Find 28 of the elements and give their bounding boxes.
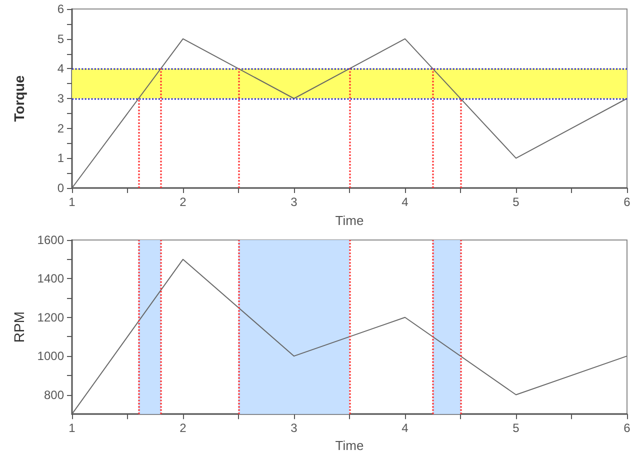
x-tick-label: 4: [402, 195, 409, 209]
y-tick-label: 1600: [37, 233, 64, 247]
y-tick-label: 3: [57, 92, 64, 106]
y-tick-label: 1: [57, 151, 64, 166]
x-tick-label: 3: [290, 195, 298, 209]
x-axis-title: Time: [335, 213, 364, 228]
x-tick-label: 1: [68, 195, 76, 209]
x-axis-title: Time: [335, 438, 364, 453]
x-tick-label: 6: [624, 421, 631, 436]
y-tick-label: 0: [57, 181, 64, 195]
y-tick-label: 1000: [37, 349, 64, 364]
y-tick-label: 2: [57, 121, 64, 136]
x-tick-label: 1: [68, 421, 76, 436]
x-tick-label: 5: [512, 195, 520, 209]
x-tick-label: 5: [512, 421, 520, 436]
x-tick-label: 3: [290, 421, 298, 436]
y-tick-label: 1400: [37, 272, 64, 286]
y-tick-label: 800: [44, 388, 64, 402]
x-tick-label: 4: [402, 421, 409, 436]
y-axis-title: Torque: [11, 75, 27, 122]
y-tick-label: 6: [57, 2, 64, 16]
x-tick-label: 6: [624, 195, 631, 209]
x-tick-label: 2: [180, 195, 187, 209]
y-tick-label: 1200: [37, 310, 64, 324]
y-tick-label: 4: [57, 62, 64, 76]
x-tick-label: 2: [180, 421, 187, 436]
y-axis-title: RPM: [11, 311, 27, 343]
y-tick-label: 5: [57, 32, 64, 46]
